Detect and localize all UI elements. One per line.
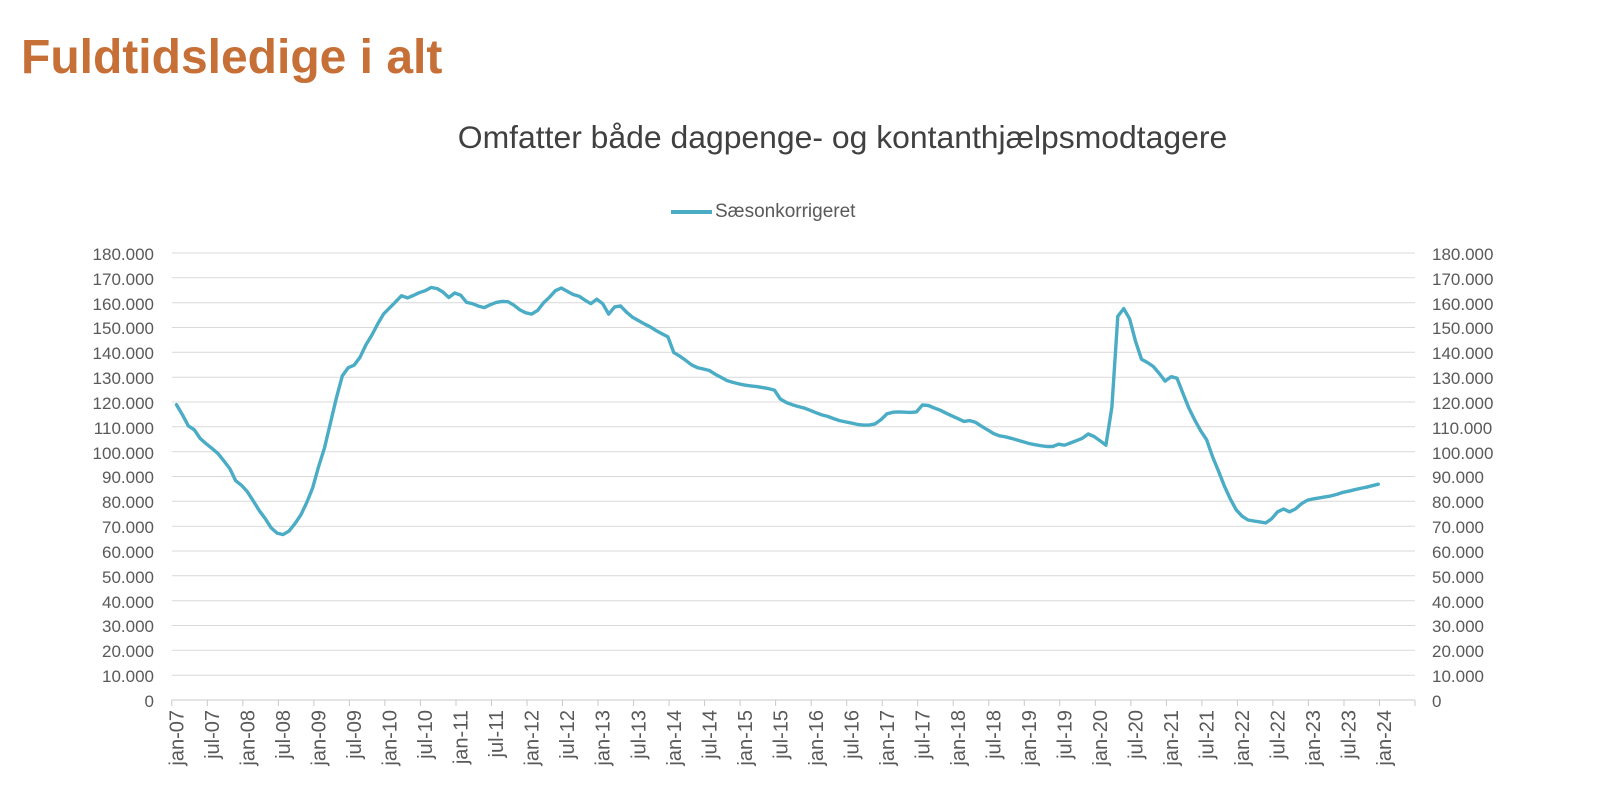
svg-text:jul-16: jul-16	[841, 710, 863, 760]
svg-text:jan-20: jan-20	[1090, 710, 1112, 767]
svg-text:jan-13: jan-13	[593, 710, 615, 767]
svg-text:jul-22: jul-22	[1268, 710, 1290, 760]
svg-text:jan-24: jan-24	[1374, 710, 1396, 767]
svg-text:jul-14: jul-14	[699, 710, 721, 760]
svg-text:jul-09: jul-09	[344, 710, 366, 760]
svg-text:jan-12: jan-12	[522, 710, 544, 767]
svg-text:jul-08: jul-08	[273, 710, 295, 760]
svg-text:jul-15: jul-15	[770, 710, 792, 760]
svg-text:jul-13: jul-13	[628, 710, 650, 760]
svg-text:jul-11: jul-11	[486, 710, 508, 758]
svg-text:jan-15: jan-15	[735, 710, 757, 767]
svg-text:jul-23: jul-23	[1339, 710, 1361, 760]
svg-text:jan-18: jan-18	[948, 710, 970, 767]
svg-text:jan-14: jan-14	[664, 710, 686, 767]
svg-text:jul-10: jul-10	[415, 710, 437, 760]
svg-text:jan-11: jan-11	[451, 710, 473, 765]
svg-text:jul-17: jul-17	[912, 710, 934, 760]
svg-text:jan-09: jan-09	[309, 710, 331, 767]
svg-text:jul-21: jul-21	[1197, 710, 1219, 760]
svg-text:jan-23: jan-23	[1303, 710, 1325, 767]
svg-text:jan-08: jan-08	[238, 710, 260, 767]
svg-text:jul-18: jul-18	[984, 710, 1006, 760]
svg-text:jan-22: jan-22	[1232, 710, 1254, 767]
svg-text:jan-21: jan-21	[1161, 710, 1183, 767]
svg-text:jul-12: jul-12	[557, 710, 579, 760]
svg-text:jan-07: jan-07	[167, 710, 189, 767]
svg-text:jul-20: jul-20	[1126, 710, 1148, 760]
svg-text:jan-19: jan-19	[1019, 710, 1041, 767]
svg-text:jan-17: jan-17	[877, 710, 899, 767]
svg-text:jan-10: jan-10	[380, 710, 402, 767]
svg-text:jan-16: jan-16	[806, 710, 828, 767]
svg-text:jul-07: jul-07	[202, 710, 224, 760]
svg-text:jul-19: jul-19	[1055, 710, 1077, 760]
